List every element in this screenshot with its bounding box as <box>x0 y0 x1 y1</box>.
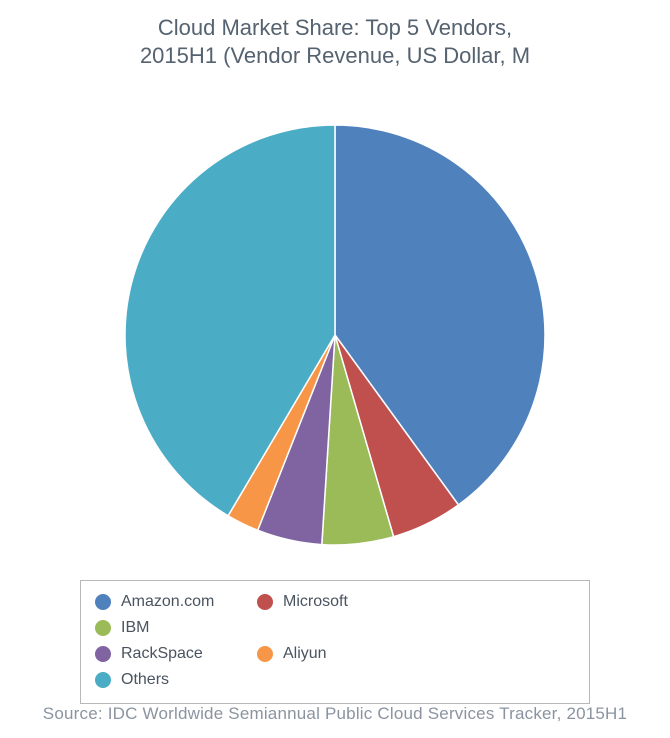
legend-swatch-icon <box>95 594 111 610</box>
legend-label: Aliyun <box>283 645 327 663</box>
legend-item-rackspace: RackSpace <box>95 645 235 663</box>
legend-label: RackSpace <box>121 645 203 663</box>
legend-swatch-icon <box>257 646 273 662</box>
pie-chart <box>120 120 550 550</box>
legend-swatch-icon <box>95 646 111 662</box>
legend-item-ibm: IBM <box>95 619 235 637</box>
legend-item-microsoft: Microsoft <box>257 593 397 611</box>
chart-title-line1: Cloud Market Share: Top 5 Vendors, <box>158 15 512 40</box>
legend-box: Amazon.com Microsoft IBM RackSpace Aliyun Oth… <box>80 580 590 704</box>
legend-label: IBM <box>121 619 149 637</box>
pie-area <box>0 120 670 550</box>
legend-swatch-icon <box>257 594 273 610</box>
legend-item-aliyun: Aliyun <box>257 645 397 663</box>
chart-container: Cloud Market Share: Top 5 Vendors, 2015H… <box>0 0 670 738</box>
chart-title-line2: 2015H1 (Vendor Revenue, US Dollar, M <box>140 43 530 68</box>
legend-row: Amazon.com Microsoft IBM <box>95 589 575 641</box>
legend-row: RackSpace Aliyun Others <box>95 641 575 693</box>
legend-item-others: Others <box>95 671 235 689</box>
legend-label: Amazon.com <box>121 593 214 611</box>
chart-title: Cloud Market Share: Top 5 Vendors, 2015H… <box>0 14 670 69</box>
legend-swatch-icon <box>95 620 111 636</box>
legend-item-amazon-com: Amazon.com <box>95 593 235 611</box>
source-text: Source: IDC Worldwide Semiannual Public … <box>0 704 670 724</box>
legend-swatch-icon <box>95 672 111 688</box>
legend-label: Others <box>121 671 169 689</box>
legend-label: Microsoft <box>283 593 348 611</box>
